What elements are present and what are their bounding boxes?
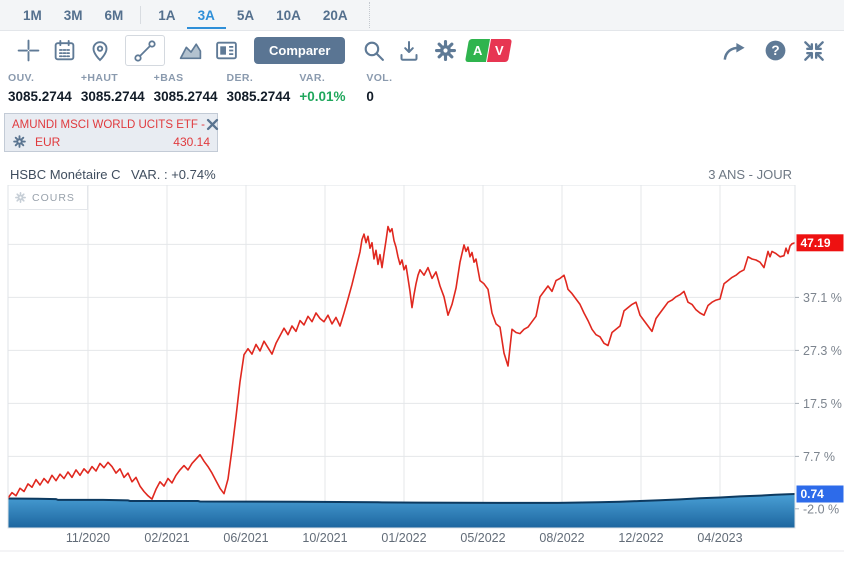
chart-instrument-name: HSBC Monétaire C (10, 167, 121, 182)
share-arrow-icon[interactable] (721, 37, 747, 65)
stat-value: 3085.2744 (226, 89, 291, 104)
stat-var: VAR. +0.01% (299, 72, 357, 104)
download-icon[interactable] (396, 37, 422, 65)
calendar-icon[interactable] (51, 37, 77, 65)
sell-badge[interactable]: V (487, 39, 513, 62)
stat-value: 3085.2744 (80, 89, 145, 104)
compared-instrument-chip[interactable]: AMUNDI MSCI WORLD UCITS ETF - EUR 430.14 (4, 113, 220, 152)
y-tick-label: 27.3 % (803, 344, 842, 358)
stat-vol: VOL. 0 (366, 72, 424, 104)
y-tick-label: 17.5 % (803, 397, 842, 411)
svg-text:0.74: 0.74 (801, 487, 825, 501)
y-tick-label: 37.1 % (803, 291, 842, 305)
chip-gear-icon[interactable] (12, 134, 27, 149)
chart-period-label: 3 ANS - JOUR (708, 167, 792, 182)
area-chart-icon[interactable] (177, 37, 203, 65)
range-bar-end-divider (368, 2, 370, 28)
last-value-badge-amundi: 47.19 (796, 234, 844, 252)
svg-text:47.19: 47.19 (801, 236, 831, 250)
y-tick-label: 7.7 % (803, 450, 835, 464)
stat-value: 3085.2744 (153, 89, 218, 104)
x-axis-labels: 11/2020 02/2021 06/2021 10/2021 01/2022 05/20… (66, 531, 743, 545)
x-tick-label: 05/2022 (460, 531, 505, 545)
svg-text:?: ? (771, 43, 779, 58)
range-tab-3a[interactable]: 3A (186, 1, 226, 29)
x-tick-label: 04/2023 (697, 531, 742, 545)
plot-border (7, 184, 796, 529)
legend-gear-icon[interactable] (14, 191, 27, 204)
stat-bas: +BAS 3085.2744 (154, 72, 218, 104)
instrument-name: AMUNDI MSCI WORLD UCITS ETF - (12, 118, 205, 131)
stat-haut: +HAUT 3085.2744 (81, 72, 145, 104)
range-tab-5a[interactable]: 5A (236, 8, 255, 23)
range-tab-10a[interactable]: 10A (276, 8, 301, 23)
help-icon[interactable]: ? (762, 37, 788, 65)
x-tick-label: 06/2021 (223, 531, 268, 545)
stat-value: 3085.2744 (8, 89, 72, 104)
stat-label: VOL. (366, 72, 393, 84)
stat-label: +BAS (153, 72, 184, 84)
series-legend-box[interactable]: COURS (9, 186, 88, 210)
x-tick-label: 12/2022 (618, 531, 663, 545)
stat-label: +HAUT (80, 72, 119, 84)
crosshair-icon[interactable] (15, 37, 41, 65)
x-tick-label: 08/2022 (539, 531, 584, 545)
range-tab-1a[interactable]: 1A (158, 8, 176, 23)
map-pin-icon[interactable] (87, 37, 113, 65)
chart-variation: VAR. : +0.74% (131, 167, 216, 182)
range-tab-1m[interactable]: 1M (23, 8, 42, 23)
compare-button[interactable]: Comparer (254, 37, 346, 64)
x-tick-label: 01/2022 (381, 531, 426, 545)
stat-ouv: OUV. 3085.2744 (8, 72, 72, 104)
chart-toolbar: Comparer A V ? (0, 31, 844, 70)
legend-label: COURS (32, 191, 75, 204)
trendline-tool-selected[interactable] (125, 35, 165, 66)
range-divider (140, 6, 142, 24)
y-axis-labels: 37.1 % 27.3 % 17.5 % 7.7 % -2.0 % (795, 291, 842, 516)
search-icon[interactable] (360, 37, 386, 65)
stat-label: OUV. (8, 72, 35, 84)
toolbar-right-group: ? (716, 37, 834, 65)
settings-gear-icon[interactable] (432, 37, 458, 65)
area-series-top-line (7, 493, 796, 504)
chart-header: HSBC Monétaire C VAR. : +0.74% 3 ANS - J… (0, 163, 844, 185)
range-tab-3m[interactable]: 3M (63, 8, 83, 23)
stat-value: +0.01% (299, 89, 346, 104)
close-icon[interactable] (205, 117, 220, 132)
news-panel-icon[interactable] (213, 37, 239, 65)
x-tick-label: 11/2020 (66, 531, 110, 545)
collapse-icon[interactable] (801, 37, 827, 65)
range-bar: 1M 3M 6M 1A 3A 5A 10A 20A (0, 0, 844, 31)
quote-stats-bar: OUV. 3085.2744 +HAUT 3085.2744 +BAS 3085.2744… (8, 72, 433, 104)
buy-sell-badges: A V (465, 39, 513, 62)
x-tick-label: 10/2021 (302, 531, 347, 545)
stat-der: DER. 3085.2744 (226, 72, 290, 104)
grid-lines (8, 185, 795, 528)
range-tab-6m[interactable]: 6M (104, 8, 124, 23)
instrument-price: 430.14 (173, 134, 210, 149)
range-tab-20a[interactable]: 20A (322, 8, 348, 23)
stat-label: VAR. (299, 72, 326, 84)
stat-label: DER. (226, 72, 254, 84)
stat-value: 0 (366, 89, 374, 104)
last-value-badge-hsbc: 0.74 (796, 485, 844, 503)
line-series-amundi-etf (7, 225, 796, 500)
y-tick-label: -2.0 % (803, 502, 839, 516)
x-tick-label: 02/2021 (144, 531, 189, 545)
instrument-currency: EUR (35, 134, 61, 149)
